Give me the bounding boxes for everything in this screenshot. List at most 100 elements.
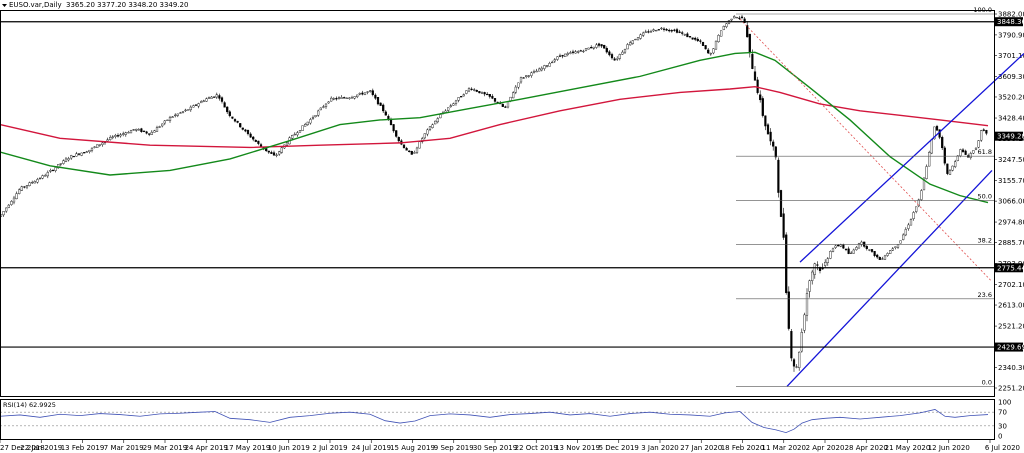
candle-body bbox=[530, 72, 533, 76]
candle-body bbox=[275, 154, 278, 156]
candle-body bbox=[233, 119, 237, 122]
candle-body bbox=[522, 77, 525, 79]
y-tick-label: 3428.40 bbox=[998, 115, 1024, 123]
candle-body bbox=[673, 29, 676, 31]
level-price-label: 2775.44 bbox=[997, 264, 1024, 272]
candle-body bbox=[634, 38, 637, 41]
candle-body bbox=[215, 94, 218, 98]
candle-body bbox=[699, 40, 702, 42]
candle-body bbox=[876, 254, 879, 258]
candle-body bbox=[54, 167, 57, 171]
candle-body bbox=[80, 152, 83, 156]
candle-body bbox=[532, 71, 536, 73]
candle-body bbox=[761, 98, 764, 116]
candle-body bbox=[109, 136, 112, 140]
candle-body bbox=[925, 166, 928, 179]
candle-body bbox=[668, 29, 671, 32]
y-tick-label: 3155.70 bbox=[998, 177, 1024, 185]
candle-body bbox=[626, 44, 629, 50]
current-price-label: 3349.20 bbox=[997, 133, 1024, 141]
candle-body bbox=[561, 54, 564, 57]
price-pane[interactable]: 3882.00 3790.90 3701.10 3609.30 3520.20 3428.… bbox=[0, 6, 1024, 393]
candle-body bbox=[956, 155, 959, 161]
candle-body bbox=[358, 93, 361, 95]
candle-body bbox=[977, 140, 980, 148]
y-tick-label: 2702.10 bbox=[998, 281, 1024, 289]
candle-body bbox=[933, 126, 936, 140]
candle-body bbox=[519, 77, 523, 83]
rsi-pane[interactable]: RSI(14) 62.9925 100 70 30 0 bbox=[0, 399, 1011, 441]
candle-body bbox=[649, 31, 653, 33]
candle-body bbox=[70, 155, 73, 159]
candle-body bbox=[553, 59, 556, 62]
candle-body bbox=[785, 234, 788, 293]
candle-body bbox=[285, 142, 289, 146]
candles bbox=[0, 14, 988, 372]
candle-body bbox=[951, 165, 954, 171]
candle-body bbox=[202, 100, 205, 102]
candle-body bbox=[239, 123, 242, 128]
candle-body bbox=[621, 51, 624, 55]
candle-body bbox=[350, 97, 354, 99]
y-tick-label: 3882.00 bbox=[998, 11, 1024, 19]
candle-body bbox=[946, 163, 949, 174]
candle-body bbox=[415, 147, 419, 153]
trend-channel-lower bbox=[786, 169, 993, 387]
candle-body bbox=[865, 246, 868, 249]
candle-body bbox=[369, 90, 372, 92]
candle-body bbox=[322, 106, 325, 108]
candle-body bbox=[174, 114, 177, 117]
candle-body bbox=[878, 257, 881, 260]
candle-body bbox=[777, 159, 780, 193]
candle-body bbox=[189, 106, 192, 111]
candle-body bbox=[72, 155, 75, 158]
candle-body bbox=[384, 111, 387, 116]
candle-body bbox=[327, 101, 330, 104]
candle-body bbox=[132, 129, 135, 131]
x-tick-label: 27 Jan 2020 bbox=[680, 444, 722, 452]
x-tick-label: 17 May 2019 bbox=[225, 444, 271, 452]
x-tick-label: 27 Dec 2018 bbox=[0, 444, 45, 452]
candle-body bbox=[504, 106, 507, 108]
x-tick-label: 5 Dec 2019 bbox=[599, 444, 639, 452]
candle-body bbox=[436, 118, 439, 123]
candle-body bbox=[366, 91, 369, 93]
candle-body bbox=[447, 107, 450, 111]
fib-trend-dashed bbox=[739, 18, 993, 282]
candle-body bbox=[631, 40, 634, 44]
candle-body bbox=[33, 181, 36, 184]
candle-body bbox=[577, 51, 580, 53]
candle-body bbox=[51, 169, 55, 172]
candle-body bbox=[379, 102, 382, 106]
candle-body bbox=[483, 92, 486, 95]
y-tick-label: 2974.80 bbox=[998, 219, 1024, 227]
candle-body bbox=[309, 119, 312, 124]
y-tick-label: 3790.90 bbox=[998, 31, 1024, 39]
candle-body bbox=[545, 65, 549, 67]
candle-body bbox=[517, 82, 520, 88]
candle-body bbox=[912, 212, 915, 220]
y-tick-label: 2885.70 bbox=[998, 239, 1024, 247]
candle-body bbox=[475, 90, 478, 92]
candle-body bbox=[423, 133, 426, 139]
candle-body bbox=[839, 244, 842, 247]
candle-body bbox=[90, 147, 94, 151]
candle-body bbox=[49, 170, 52, 172]
candle-body bbox=[954, 161, 957, 167]
candle-body bbox=[623, 48, 627, 53]
candle-body bbox=[57, 164, 60, 169]
candle-body bbox=[371, 90, 374, 95]
candle-body bbox=[122, 133, 125, 135]
candle-body bbox=[899, 240, 902, 244]
candle-body bbox=[980, 130, 983, 141]
candle-body bbox=[691, 37, 694, 40]
candle-body bbox=[886, 253, 889, 256]
candle-body bbox=[959, 149, 962, 157]
dropdown-triangle-icon[interactable] bbox=[2, 4, 7, 7]
candle-body bbox=[129, 130, 133, 134]
candle-body bbox=[982, 129, 985, 131]
candle-body bbox=[166, 119, 169, 121]
candle-body bbox=[44, 175, 47, 177]
candle-body bbox=[579, 50, 582, 52]
